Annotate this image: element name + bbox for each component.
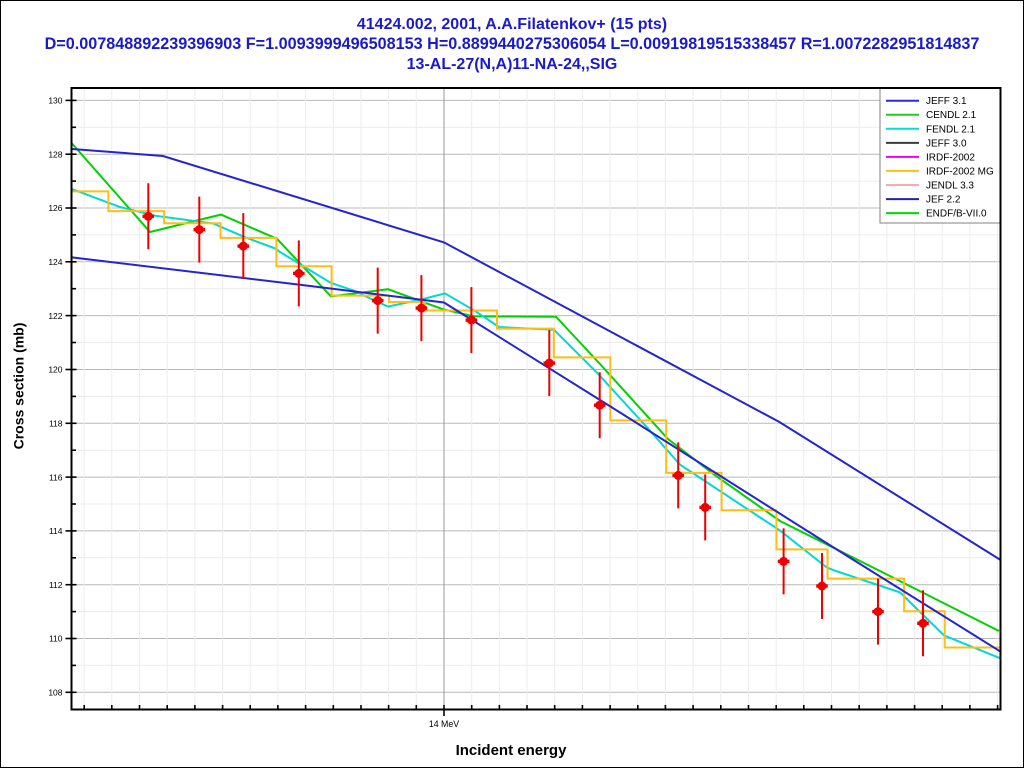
svg-text:110: 110 <box>49 634 63 644</box>
svg-text:41424.002, 2001, A.A.Filatenko: 41424.002, 2001, A.A.Filatenkov+ (15 pts… <box>357 16 667 33</box>
svg-text:JENDL 3.3: JENDL 3.3 <box>926 181 974 192</box>
svg-text:114: 114 <box>49 526 63 536</box>
svg-text:126: 126 <box>48 203 62 213</box>
svg-text:JEFF 3.1: JEFF 3.1 <box>926 96 967 107</box>
svg-text:128: 128 <box>48 149 62 159</box>
svg-text:118: 118 <box>49 419 63 429</box>
svg-text:120: 120 <box>48 365 62 375</box>
svg-text:13-AL-27(N,A)11-NA-24,,SIG: 13-AL-27(N,A)11-NA-24,,SIG <box>407 56 618 73</box>
svg-text:112: 112 <box>49 580 63 590</box>
svg-text:124: 124 <box>48 257 62 267</box>
svg-text:IRDF-2002 MG: IRDF-2002 MG <box>926 166 994 177</box>
svg-text:108: 108 <box>48 688 62 698</box>
svg-text:ENDF/B-VII.0: ENDF/B-VII.0 <box>926 209 987 220</box>
svg-text:D=0.007848892239396903 F=1.009: D=0.007848892239396903 F=1.0093999496508… <box>45 35 980 53</box>
svg-text:Incident energy: Incident energy <box>456 742 568 759</box>
svg-text:Cross section (mb): Cross section (mb) <box>11 323 27 450</box>
svg-text:IRDF-2002: IRDF-2002 <box>926 152 975 163</box>
svg-text:JEF 2.2: JEF 2.2 <box>926 195 961 206</box>
svg-text:116: 116 <box>49 472 63 482</box>
svg-text:122: 122 <box>48 311 62 321</box>
svg-text:FENDL 2.1: FENDL 2.1 <box>926 124 976 135</box>
svg-text:130: 130 <box>48 96 62 106</box>
svg-text:CENDL 2.1: CENDL 2.1 <box>926 110 977 121</box>
svg-text:14 MeV: 14 MeV <box>429 719 459 729</box>
svg-text:JEFF 3.0: JEFF 3.0 <box>926 138 967 149</box>
